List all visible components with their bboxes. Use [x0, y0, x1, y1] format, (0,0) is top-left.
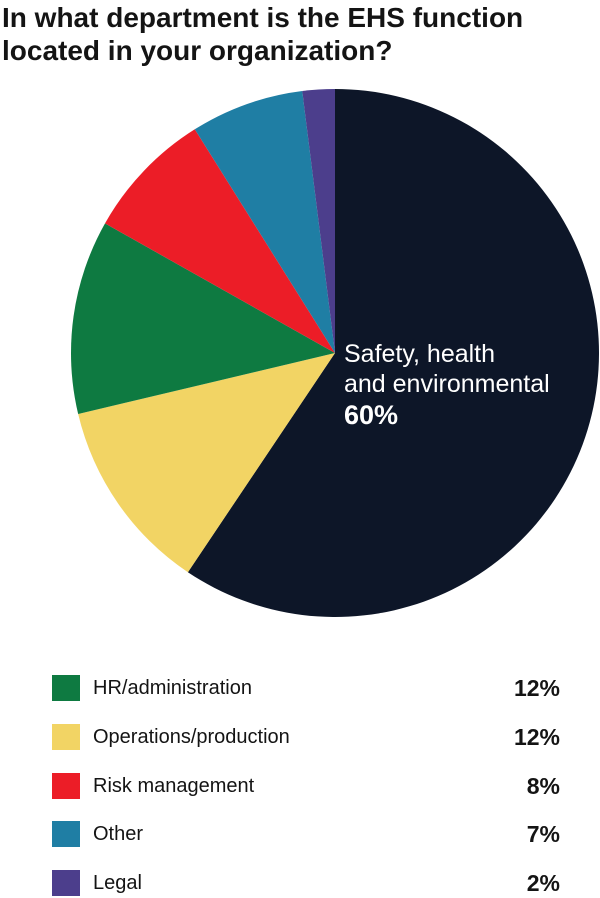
legend-item-operations-production: Operations/production 12% — [0, 722, 600, 752]
legend-label-other: Other — [93, 823, 144, 845]
legend-value-other: 7% — [526, 821, 560, 847]
pie-slice-hr-administration — [70, 223, 335, 415]
legend-item-legal: Legal 2% — [0, 868, 600, 898]
pie-slice-operations-production — [78, 353, 335, 573]
pie-slice-legal — [302, 89, 335, 353]
chart-title-line-1: In what department is the EHS function — [2, 2, 524, 33]
legend-swatch-other — [52, 821, 80, 847]
legend-label-legal: Legal — [93, 872, 142, 894]
pie-slice-safety-health-and-environmental — [187, 89, 599, 617]
slice-label-safety-health-environmental-line-2: and environmental — [344, 370, 550, 398]
legend-label-risk-management: Risk management — [93, 775, 255, 797]
legend-swatch-hr-administration — [52, 675, 80, 701]
chart-title-line-2: located in your organization? — [2, 35, 393, 66]
legend-value-operations-production: 12% — [513, 724, 560, 750]
slice-value-safety-health-environmental: 60% — [344, 400, 398, 430]
legend-value-risk-management: 8% — [526, 773, 560, 799]
pie-slice-risk-management — [105, 129, 335, 353]
legend-value-hr-administration: 12% — [513, 675, 560, 701]
legend-swatch-legal — [52, 870, 80, 896]
legend-label-hr-administration: HR/administration — [93, 677, 252, 699]
legend-swatch-risk-management — [52, 773, 80, 799]
legend-value-legal: 2% — [526, 870, 560, 896]
pie-slice-other — [194, 91, 335, 353]
legend-item-other: Other 7% — [0, 819, 600, 849]
legend-swatch-operations-production — [52, 724, 80, 750]
legend-label-operations-production: Operations/production — [93, 726, 290, 748]
legend-item-risk-management: Risk management 8% — [0, 771, 600, 801]
slice-label-safety-health-environmental-line-1: Safety, health — [344, 340, 495, 368]
legend-item-hr-administration: HR/administration 12% — [0, 673, 600, 703]
